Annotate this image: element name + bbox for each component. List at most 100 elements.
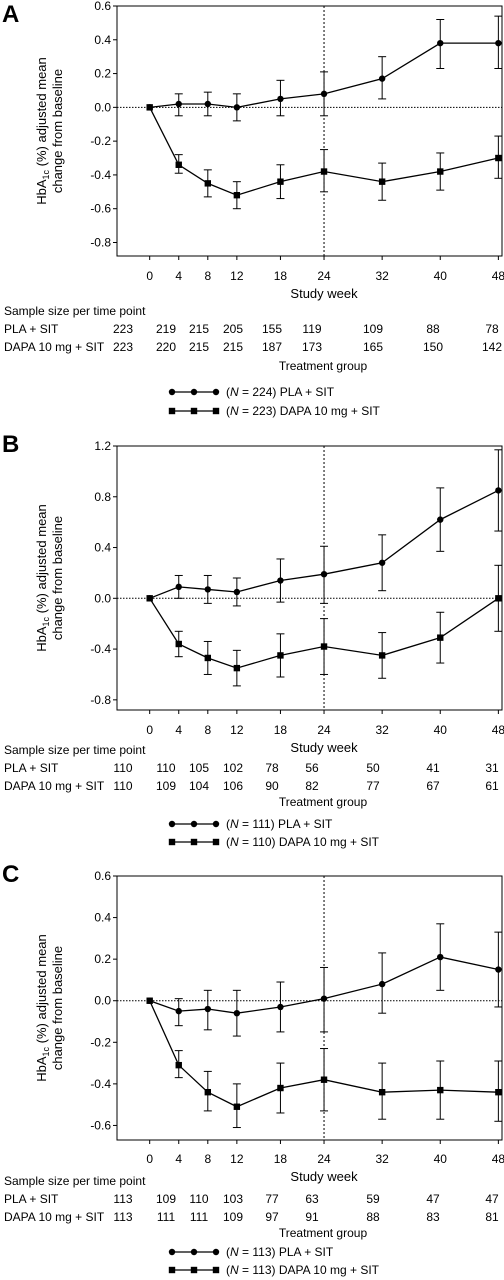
y-tick-label: 0.0	[94, 994, 111, 1008]
sample-size-cell: 56	[305, 761, 319, 775]
x-tick-label: 18	[274, 1152, 288, 1166]
y-tick-label: 0.6	[94, 0, 111, 13]
y-tick-label: 0.6	[94, 869, 111, 883]
x-tick-label: 40	[434, 269, 448, 283]
sample-size-cell: 165	[363, 340, 383, 354]
x-tick-label: 18	[274, 269, 288, 283]
x-tick-label: 4	[175, 1152, 182, 1166]
legend-open-paren: (	[226, 404, 230, 418]
y-tick-label: 0.4	[94, 33, 111, 47]
legend-open-paren: (	[226, 835, 230, 849]
data-point-square	[233, 1103, 241, 1110]
sample-size-cell: 88	[366, 1210, 380, 1224]
y-axis-label: HbA1c (%) adjusted meanchange from basel…	[34, 57, 65, 205]
sample-size-row-label: DAPA 10 mg + SIT	[4, 779, 105, 793]
y-tick-label: 0.4	[94, 541, 111, 555]
sample-size-cell: 97	[265, 1210, 279, 1224]
panel-letter: B	[2, 431, 19, 458]
y-tick-label: 0.2	[94, 952, 111, 966]
chart-c-svg: C 0.60.40.20.0-0.2-0.4-0.60 4 8 12 18 24 32 40 48…	[2, 861, 504, 1277]
sample-size-cell: 67	[426, 779, 440, 793]
data-point-circle	[437, 516, 444, 523]
sample-size-cell: 219	[156, 322, 176, 336]
sample-size-cell: 47	[485, 1192, 499, 1206]
plot-frame	[116, 5, 503, 257]
y-tick-label: -0.2	[90, 134, 111, 148]
legend-marker-circle	[190, 388, 198, 396]
sample-size-cell: 82	[305, 779, 319, 793]
x-tick-label: 12	[230, 1152, 244, 1166]
sample-size-cell: 223	[113, 340, 133, 354]
legend-marker-circle	[190, 820, 198, 828]
legend-marker-circle	[190, 1248, 198, 1256]
sample-size-cell: 220	[156, 340, 176, 354]
data-point-circle	[277, 95, 284, 103]
sample-size-cell: 90	[265, 779, 279, 793]
x-axis-label: Study week	[290, 740, 358, 755]
sample-size-row-label: PLA + SIT	[4, 761, 59, 775]
legend-n-value: 113	[252, 1263, 271, 1277]
legend-open-paren: (	[226, 1245, 230, 1259]
data-point-square	[233, 191, 241, 199]
data-point-circle	[204, 1005, 212, 1013]
series-dapa-sit	[146, 997, 503, 1129]
y-axis-label-line2: change from baseline	[50, 516, 65, 640]
legend-marker-square	[212, 838, 220, 846]
legend-n-var: N	[230, 817, 239, 831]
sample-size-cell: 50	[366, 761, 380, 775]
data-point-circle	[233, 588, 241, 596]
chart-b-svg: B 1.20.80.40.0-0.4-0.80 4 8 12 18 24 32 40 48Stud…	[2, 431, 504, 849]
y-axis-label-hba: HbA	[34, 179, 49, 205]
y-axis-label-subscript: 1c	[41, 1046, 51, 1056]
y-tick-label: -0.6	[90, 202, 111, 216]
data-point-square	[320, 168, 328, 175]
data-point-square	[175, 1061, 182, 1069]
x-tick-label: 4	[175, 269, 182, 283]
data-point-square	[495, 595, 502, 602]
x-tick-label: 24	[317, 1152, 331, 1166]
y-axis-label-rest: (%) adjusted mean	[34, 934, 49, 1047]
legend-marker-circle	[212, 820, 220, 828]
sample-size-row-label: DAPA 10 mg + SIT	[4, 1210, 105, 1224]
data-point-circle	[320, 90, 328, 98]
sample-size-cell: 119	[302, 322, 321, 336]
data-point-circle	[437, 953, 444, 961]
y-axis-label-line1: HbA1c (%) adjusted mean	[34, 934, 51, 1082]
data-point-circle	[437, 39, 444, 47]
sample-size-cell: 91	[305, 1210, 319, 1224]
sample-size-cell: 103	[223, 1192, 243, 1206]
y-axis-label-rest: (%) adjusted mean	[34, 504, 49, 617]
sample-size-cell: 109	[223, 1210, 243, 1224]
plot-frame	[116, 875, 503, 1141]
legend-n-var: N	[230, 1263, 239, 1277]
legend-eq: =	[239, 1263, 253, 1277]
data-point-square	[378, 178, 386, 185]
data-point-circle	[204, 100, 212, 108]
x-tick-label: 4	[175, 723, 182, 737]
legend-close-paren: )	[272, 1263, 276, 1277]
data-point-circle	[277, 577, 284, 584]
sample-size-cell: 83	[426, 1210, 440, 1224]
data-point-circle	[233, 1009, 241, 1017]
sample-size-cell: 109	[156, 1192, 176, 1206]
y-tick-label: 0.8	[94, 490, 111, 504]
y-axis-label-line1: HbA1c (%) adjusted mean	[34, 504, 51, 652]
legend-close-paren: )	[272, 404, 276, 418]
sample-size-cell: 110	[189, 1192, 208, 1206]
y-axis-label-rest: (%) adjusted mean	[34, 57, 49, 170]
sample-size-cell: 111	[190, 1210, 209, 1224]
legend-marker-circle	[212, 1248, 220, 1256]
sample-size-cell: 111	[157, 1210, 176, 1224]
data-point-circle	[495, 487, 502, 494]
legend-series-name: PLA + SIT	[276, 385, 334, 399]
sample-size-cell: 63	[305, 1192, 319, 1206]
sample-size-cell: 215	[189, 322, 209, 336]
data-point-circle	[204, 586, 212, 593]
treatment-group-label: Treatment group	[279, 1226, 368, 1240]
x-tick-label: 48	[492, 269, 504, 283]
legend-series-name: PLA + SIT	[275, 817, 333, 831]
y-tick-label: -0.2	[90, 1035, 111, 1049]
legend-open-paren: (	[226, 817, 230, 831]
x-tick-label: 0	[146, 269, 153, 283]
legend-marker-circle	[168, 388, 176, 396]
